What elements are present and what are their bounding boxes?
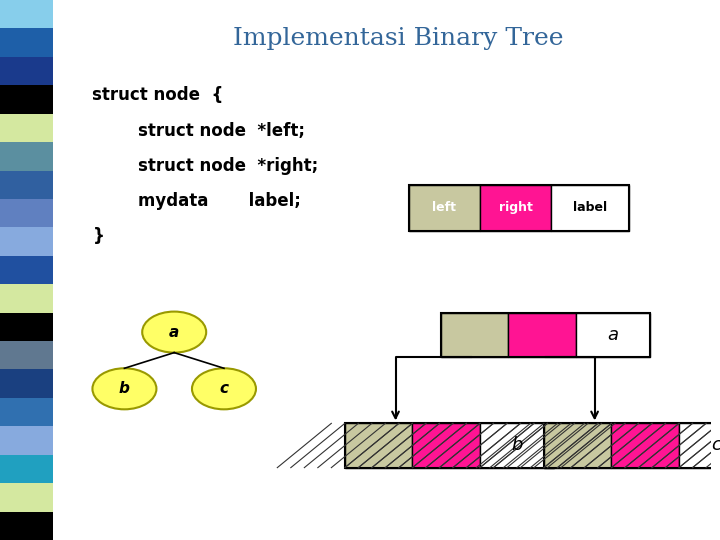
Bar [0,256,53,284]
Text: c: c [711,436,720,455]
Bar [0,369,53,398]
Bar [0,0,53,29]
Text: mydata       label;: mydata label; [92,192,301,210]
Ellipse shape [92,368,156,409]
Text: a: a [169,325,179,340]
Bar [544,423,720,468]
Bar [0,227,53,256]
Bar [345,423,413,468]
Bar [576,313,650,357]
Bar [0,85,53,114]
Bar [441,313,508,357]
Bar [544,423,611,468]
Bar [441,313,650,357]
Bar [345,423,554,468]
Bar [0,199,53,227]
Bar [551,185,629,231]
Bar [409,185,629,231]
Text: struct node  *right;: struct node *right; [92,157,319,174]
Bar [0,483,53,511]
Bar [0,171,53,199]
Bar [0,57,53,85]
Text: b: b [119,381,130,396]
Bar [0,142,53,171]
Bar [611,423,679,468]
Bar [0,455,53,483]
Bar [0,398,53,426]
Text: right: right [498,201,532,214]
Bar [0,284,53,313]
Bar [679,423,720,468]
Text: struct node  {: struct node { [92,86,224,104]
Bar [409,185,480,231]
Bar [413,423,480,468]
Bar [0,511,53,540]
Text: b: b [511,436,523,455]
Text: a: a [608,326,618,344]
Bar [508,313,576,357]
Text: Implementasi Binary Tree: Implementasi Binary Tree [233,27,564,50]
Text: c: c [220,381,228,396]
Bar [0,313,53,341]
Bar [0,426,53,455]
Bar [0,341,53,369]
Ellipse shape [143,312,206,353]
Bar [480,185,551,231]
Text: label: label [573,201,607,214]
Text: struct node  *left;: struct node *left; [92,122,305,139]
Bar [480,423,554,468]
Text: left: left [433,201,456,214]
Bar [0,29,53,57]
Ellipse shape [192,368,256,409]
Bar [0,114,53,142]
Text: }: } [92,227,104,245]
